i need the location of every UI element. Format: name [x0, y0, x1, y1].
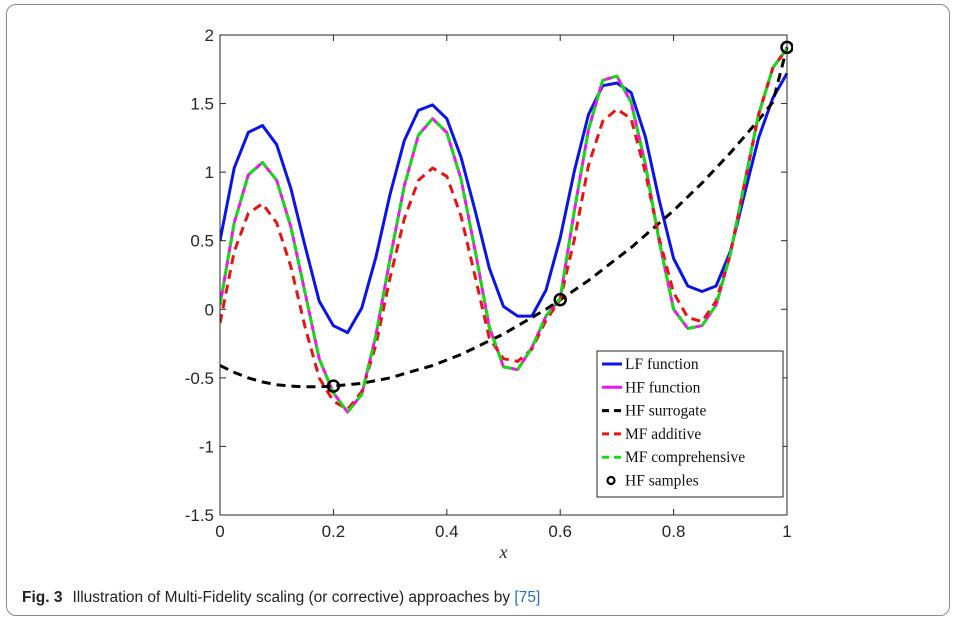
- citation-link[interactable]: [75]: [514, 589, 541, 606]
- y-tick-label: 0.5: [190, 232, 214, 251]
- legend-label: HF surrogate: [625, 403, 706, 420]
- figure-frame: [6, 4, 950, 616]
- series-line-mf-additive: [220, 47, 789, 411]
- y-tick-label: 1: [205, 163, 214, 182]
- axes: 0 0.2 0.4 0.6 0.8 1 -1.5 -1 -0.5 0 0.5 1 1.5 2 x: [185, 26, 792, 562]
- y-tick-label: -1.5: [185, 506, 214, 525]
- x-tick-label: 0.4: [435, 522, 459, 541]
- hf-sample-point: [553, 292, 567, 307]
- x-tick-label: 0: [215, 522, 224, 541]
- legend-label: HF function: [625, 379, 701, 396]
- legend: LF function HF function HF surrogate MF add…: [596, 350, 784, 498]
- legend-label: LF function: [625, 356, 699, 373]
- caption-text: Illustration of Multi-Fidelity scaling (…: [72, 589, 515, 606]
- x-tick-label: 0.8: [662, 522, 686, 541]
- legend-marker: [606, 475, 616, 486]
- x-tick-label: 0.2: [322, 522, 346, 541]
- x-axis-label: x: [499, 542, 508, 562]
- legend-box: [596, 350, 784, 498]
- x-tick-label: 0.6: [548, 522, 572, 541]
- line-chart: 0 0.2 0.4 0.6 0.8 1 -1.5 -1 -0.5 0 0.5 1 1.5 2 x LF fu…: [185, 26, 793, 562]
- y-tick-label: -0.5: [185, 369, 214, 388]
- series-line-lf-function: [220, 72, 789, 335]
- figure-label: Fig. 3: [22, 589, 63, 606]
- hf-sample-point: [326, 379, 341, 393]
- legend-label: MF comprehensive: [625, 449, 745, 466]
- axes-box: [219, 34, 788, 516]
- y-tick-label: 0: [205, 300, 214, 319]
- y-tick-label: 1.5: [190, 95, 214, 114]
- x-tick-label: 1: [782, 522, 791, 541]
- y-tick-label: -1: [199, 437, 214, 456]
- y-tick-label: 2: [205, 26, 214, 45]
- legend-label: HF samples: [625, 473, 699, 490]
- legend-label: MF additive: [625, 426, 701, 443]
- series-line-mf-comprehensive: [220, 47, 789, 414]
- series-line-hf-surrogate: [220, 46, 789, 389]
- figure-caption: Fig. 3 Illustration of Multi-Fidelity sca…: [22, 589, 540, 607]
